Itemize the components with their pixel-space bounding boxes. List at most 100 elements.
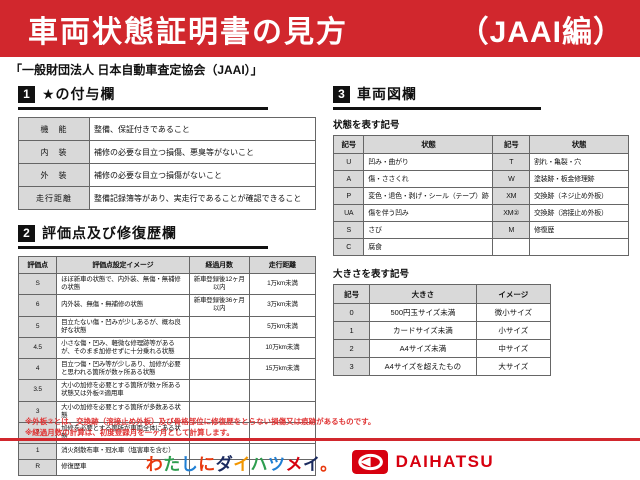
table-cell: カードサイズ未満 [369, 321, 477, 340]
slogan-char: に [198, 454, 216, 474]
column-header: 評価点設定イメージ [56, 256, 190, 274]
size-symbols-label: 大きさを表す記号 [333, 269, 410, 280]
table-cell: C [332, 238, 365, 256]
section-1-badge: 1 [18, 85, 35, 103]
table-cell: 4.5 [17, 336, 58, 360]
table-cell: 腐食 [363, 238, 494, 256]
column-header: イメージ [475, 284, 552, 304]
slogan-char: ダ [215, 454, 234, 474]
condition-symbols-label: 状態を表す記号 [333, 120, 400, 131]
table-cell: 小サイズ [475, 321, 552, 340]
table-cell: S [332, 221, 365, 239]
table-cell [528, 238, 630, 256]
size-symbols-body: 0 500円玉サイズ未満 微小サイズ 1 カードサイズ未満 小サイズ 2 A4サイズ未満 中サイ… [332, 303, 552, 376]
table-cell: A [332, 170, 365, 188]
slogan-char: ツ [267, 454, 286, 474]
daihatsu-emblem-icon [351, 450, 388, 474]
footnote-line: ※外板②とは、交換跡（溶接止め外板）及び骨格部位に修復歴をとらない損傷又は痕跡が… [25, 417, 376, 426]
table-row: C 腐食 [332, 238, 630, 256]
section-1-header: 1 ★の付与欄 [18, 84, 268, 110]
table-cell: 内外装、無傷・無補修の状態 [56, 294, 190, 317]
table-cell: 修復歴 [528, 221, 630, 239]
column-header: 走行距離 [248, 256, 317, 274]
slogan-char: 。 [320, 454, 338, 474]
table-cell: 塗装跡・板金修理跡 [528, 170, 630, 188]
table-cell: 10万km未満 [248, 336, 317, 360]
slogan-char: イ [302, 454, 321, 474]
table-cell: 1 [17, 443, 58, 460]
slogan-char: し [180, 454, 199, 474]
table-cell: 内 装 [18, 140, 90, 164]
table-cell: 3.5 [17, 379, 58, 402]
table-row: A 傷・ささくれ W 塗装跡・板金修理跡 [332, 170, 630, 188]
table-cell [248, 459, 317, 476]
table-cell: 5 [17, 315, 58, 338]
table-cell: 15万km未満 [248, 357, 317, 381]
table-cell: 走行距離 [18, 186, 90, 210]
slogan-char: た [163, 454, 181, 474]
table-cell: T [492, 153, 530, 171]
table-cell: 新車登録後36ヶ月以内 [188, 294, 250, 317]
table-cell: 大サイズ [475, 357, 552, 376]
table-cell: A4サイズ未満 [369, 339, 477, 358]
table-cell: ほぼ新車の状態で、内外装、無傷・無補修の状態 [56, 272, 190, 296]
section-3-header: 3 車両図欄 [333, 84, 541, 110]
table-cell: 目立たない傷・凹みが少しあるが、概ね良好な状態 [56, 315, 190, 338]
table-row: 走行距離 整備記録簿等があり、実走行であることが確認できること [18, 186, 316, 210]
title-bar: 車両状態証明書の見方 （JAAI編） [0, 0, 640, 57]
table-cell: XM② [492, 204, 530, 222]
table-cell: 変色・退色・剥げ・シール（テープ）跡 [363, 187, 494, 205]
table-cell: 4 [17, 357, 58, 381]
table-cell: 傷・ささくれ [363, 170, 494, 188]
section-3-title: 車両図欄 [357, 86, 417, 102]
table-cell: 修復歴車 [56, 459, 190, 476]
table-cell: M [492, 221, 530, 239]
footer-divider [0, 438, 640, 441]
table-cell: さび [363, 221, 494, 239]
slogan-char: メ [285, 454, 303, 474]
table-row: 3.5 大小の加修を必要とする箇所が数ヶ所ある状態又は外板②適用車 [17, 379, 317, 402]
table-cell [188, 315, 250, 338]
section-1-title: ★の付与欄 [42, 86, 116, 102]
table-row: U 凹み・曲がり T 割れ・亀裂・穴 [332, 153, 630, 171]
table-row: 3 A4サイズを超えたもの 大サイズ [332, 357, 552, 376]
table-cell: 新車登録後12ヶ月以内 [188, 272, 250, 296]
page-edition: （JAAI編） [458, 15, 624, 49]
table-cell: 整備記録簿等があり、実走行であることが確認できること [89, 186, 316, 210]
table-cell: 500円玉サイズ未満 [369, 303, 477, 322]
table-cell: 補修の必要な目立つ損傷、悪臭等がないこと [89, 140, 316, 164]
table-header-row: 評価点 評価点設定イメージ 経過月数 走行距離 [17, 256, 317, 274]
table-cell: 1万km未満 [248, 272, 317, 296]
table-cell: 傷を伴う凹み [363, 204, 494, 222]
table-row: 2 A4サイズ未満 中サイズ [332, 339, 552, 358]
table-row: 6 内外装、無傷・無補修の状態 新車登録後36ヶ月以内 3万km未満 [17, 294, 317, 317]
star-criteria-table: 機 能整備、保証付きであること内 装補修の必要な目立つ損傷、悪臭等がないこと外 … [18, 117, 316, 210]
star-criteria-body: 機 能整備、保証付きであること内 装補修の必要な目立つ損傷、悪臭等がないこと外 … [18, 117, 316, 210]
evaluation-body: S ほぼ新車の状態で、内外装、無傷・無補修の状態 新車登録後12ヶ月以内 1万km未満… [17, 272, 317, 476]
table-cell: 3万km未満 [248, 294, 317, 317]
table-row: S さび M 修復歴 [332, 221, 630, 239]
table-row: 4.5 小さな傷・凹み、軽微な修理跡等があるが、そのまま加修せずに十分乗れる状態 1… [17, 336, 317, 360]
section-2-badge: 2 [18, 224, 35, 242]
table-cell [188, 336, 250, 360]
column-header: 評価点 [17, 256, 58, 274]
table-cell [188, 379, 250, 402]
table-cell: R [17, 459, 58, 476]
table-cell: P [332, 187, 365, 205]
table-row: 内 装補修の必要な目立つ損傷、悪臭等がないこと [18, 140, 316, 164]
table-cell: S [17, 272, 58, 296]
table-cell: 1 [332, 321, 371, 340]
column-header: 大きさ [369, 284, 477, 304]
subtitle: 「一般財団法人 日本自動車査定協会（JAAI）」 [10, 63, 263, 77]
slogan-char: わ [145, 454, 164, 474]
table-cell: 外 装 [18, 163, 90, 187]
table-cell: W [492, 170, 530, 188]
table-cell [188, 357, 250, 381]
table-row: 外 装補修の必要な目立つ損傷がないこと [18, 163, 316, 187]
table-cell: 大小の加修を必要とする箇所が数ヶ所ある状態又は外板②適用車 [56, 379, 190, 402]
table-row: 3 大小の加修を必要とする箇所が多数ある状態 [17, 400, 317, 423]
table-cell: 5万km未満 [248, 315, 317, 338]
table-row: 0 500円玉サイズ未満 微小サイズ [332, 303, 552, 322]
evaluation-table: 評価点 評価点設定イメージ 経過月数 走行距離 S ほぼ新車の状態で、内外装、無傷… [17, 256, 317, 476]
